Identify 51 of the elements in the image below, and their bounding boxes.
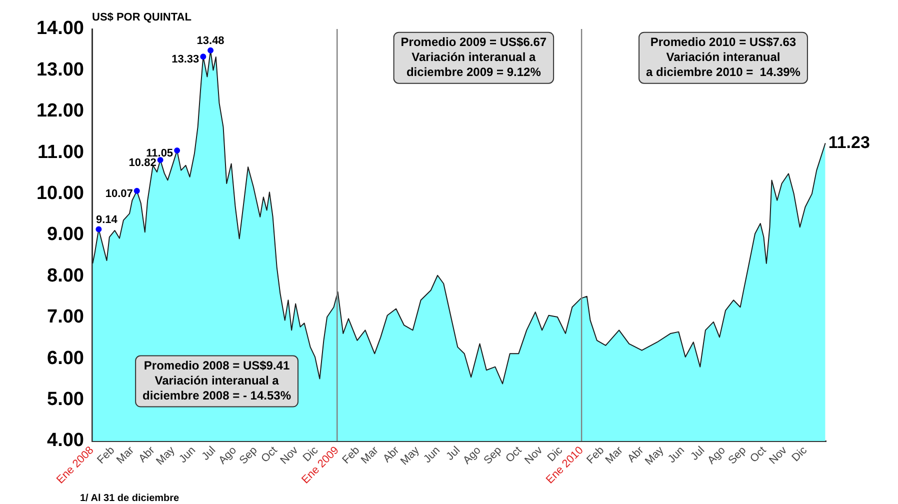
x-tick-label: Ago [461, 444, 484, 467]
data-label: 13.48 [196, 34, 224, 47]
text: 1/ Al 31 de diciembre [80, 492, 180, 504]
point [134, 188, 140, 194]
data-label: 10.07 [105, 188, 133, 200]
y-axis-title: US$ POR QUINTAL [92, 12, 192, 24]
y-tick-label: 7.00 [47, 306, 84, 328]
point [96, 226, 102, 232]
x-tick-label: Dic [790, 444, 810, 464]
x-tick-label: Jun [666, 444, 687, 466]
y-tick-label: 4.00 [47, 430, 84, 452]
x-tick-label: Mar [603, 444, 626, 466]
x-tick-label: Oct [259, 444, 280, 466]
x-tick-label: Sep [482, 444, 504, 467]
point [208, 47, 214, 54]
annotation: Promedio 2009 = US$6.67 Variación interanual a diciembre 2009 = 9.12% [400, 35, 547, 80]
x-tick-label: Feb [95, 444, 118, 466]
annotation: Promedio 2010 = US$7.63 Variación interanual a diciembre 2010 = 14.39% [646, 35, 801, 80]
data-label: 10.82 [128, 157, 156, 170]
y-tick-label: 8.00 [47, 265, 84, 286]
x-tick-label: Nov [278, 444, 301, 467]
y-tick-label: 13.00 [36, 59, 84, 80]
x-tick-label: Oct [748, 444, 769, 466]
x-tick-label: Ago [705, 444, 728, 467]
annotation: Promedio 2008 = US$9.41 Variación interanual a diciembre 2008 = - 14.53% [142, 358, 292, 403]
y-tick-label: 10.00 [36, 183, 84, 204]
y-tick-label: 6.00 [47, 348, 84, 369]
data-label: 13.33 [172, 54, 200, 66]
x-tick-label: Jun [177, 444, 198, 466]
data-label: 9.14 [96, 214, 118, 226]
point [200, 54, 206, 60]
y-tick-label: 14.00 [36, 18, 84, 40]
y-tick-label: 5.00 [47, 389, 84, 410]
x-tick-label: Nov [767, 444, 790, 467]
point [174, 148, 180, 154]
y-tick-label: 11.00 [38, 142, 84, 163]
y-tick-label: 9.00 [47, 224, 84, 246]
x-tick-label: Jun [421, 444, 443, 466]
x-tick-label: Jul [444, 444, 463, 463]
x-tick-label: Jul [688, 444, 708, 463]
x-tick-label: Mar [359, 444, 382, 466]
x-tick-label: Mar [114, 444, 137, 466]
x-tick-label: Nov [522, 444, 546, 467]
data-label: 11.23 [828, 132, 870, 152]
y-tick-label: 12.00 [36, 100, 84, 122]
x-tick-label: Sep [726, 444, 749, 467]
x-tick-label: Sep [237, 444, 260, 467]
x-tick-label: Ago [216, 444, 239, 467]
x-tick-label: Jul [200, 444, 218, 463]
point [157, 157, 164, 164]
x-tick-label: Oct [504, 444, 524, 466]
